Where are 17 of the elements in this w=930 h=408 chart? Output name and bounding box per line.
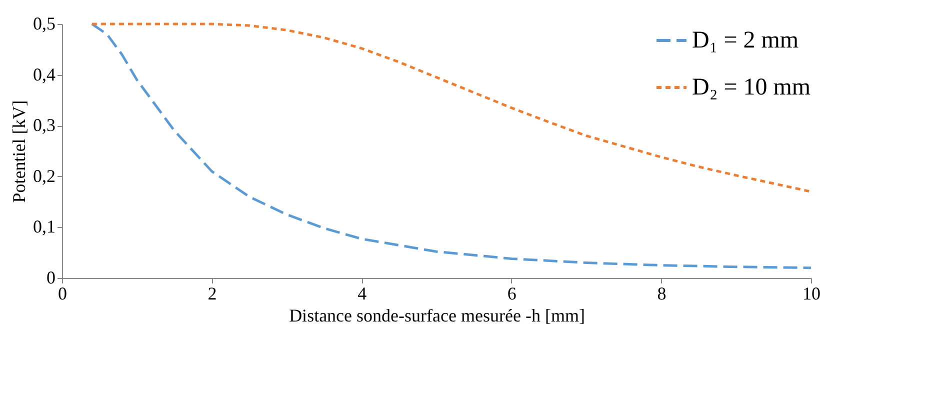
x-tick-label: 8: [657, 284, 666, 304]
x-tick-label: 6: [507, 284, 516, 304]
y-tick-label: 0,3: [33, 115, 56, 136]
y-tick-label: 0,5: [33, 14, 56, 34]
y-tick-label: 0,4: [33, 64, 56, 84]
x-tick-label: 4: [358, 284, 367, 304]
y-axis-title: Potentiel [kV]: [9, 100, 29, 203]
legend-label: D₂ = 10 mm: [692, 74, 811, 100]
line-series: [90, 22, 812, 270]
y-tick-label: 0,2: [33, 166, 56, 186]
y-tick-label: 0: [46, 268, 56, 288]
x-tick-label: 10: [802, 284, 820, 304]
line-series: [90, 22, 812, 193]
y-tick-label: 0,1: [33, 216, 56, 237]
x-axis-title: Distance sonde-surface mesurée -h [mm]: [289, 306, 585, 326]
x-tick-label: 2: [208, 284, 217, 304]
legend-label: D₁ = 2 mm: [692, 28, 799, 54]
